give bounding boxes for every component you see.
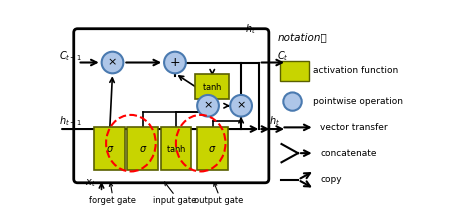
Text: forget gate: forget gate xyxy=(89,195,136,205)
FancyBboxPatch shape xyxy=(128,127,158,170)
Circle shape xyxy=(164,52,186,73)
Text: ×: × xyxy=(203,101,213,111)
Text: copy: copy xyxy=(320,175,342,184)
Text: concatenate: concatenate xyxy=(320,149,376,158)
Text: $\sigma$: $\sigma$ xyxy=(106,144,114,154)
FancyBboxPatch shape xyxy=(195,74,229,99)
Text: $\mathrm{tanh}$: $\mathrm{tanh}$ xyxy=(202,81,222,92)
Text: $\sigma$: $\sigma$ xyxy=(138,144,147,154)
Text: vector transfer: vector transfer xyxy=(320,123,388,132)
Text: $C_t$: $C_t$ xyxy=(277,49,288,63)
Text: $h_{t-1}$: $h_{t-1}$ xyxy=(59,114,82,128)
Text: $h_t$: $h_t$ xyxy=(269,114,281,128)
Text: ×: × xyxy=(237,101,246,111)
Text: $\mathrm{tanh}$: $\mathrm{tanh}$ xyxy=(166,143,186,154)
Text: output gate: output gate xyxy=(194,195,244,205)
Text: $h_t$: $h_t$ xyxy=(245,22,256,36)
FancyBboxPatch shape xyxy=(161,127,191,170)
Text: $\sigma$: $\sigma$ xyxy=(209,144,217,154)
FancyBboxPatch shape xyxy=(94,127,125,170)
Text: $C_{t-1}$: $C_{t-1}$ xyxy=(59,49,83,63)
Circle shape xyxy=(283,92,302,111)
FancyBboxPatch shape xyxy=(197,127,228,170)
Text: +: + xyxy=(170,56,180,69)
Circle shape xyxy=(197,95,219,117)
FancyBboxPatch shape xyxy=(280,61,309,81)
Circle shape xyxy=(230,95,252,117)
Text: notation：: notation： xyxy=(278,33,328,43)
Text: activation function: activation function xyxy=(313,66,398,75)
Text: ×: × xyxy=(108,57,117,68)
Text: input gate: input gate xyxy=(153,195,197,205)
Text: $x_t$: $x_t$ xyxy=(85,177,96,189)
Text: pointwise operation: pointwise operation xyxy=(313,97,403,106)
FancyBboxPatch shape xyxy=(74,29,269,183)
Circle shape xyxy=(101,52,123,73)
